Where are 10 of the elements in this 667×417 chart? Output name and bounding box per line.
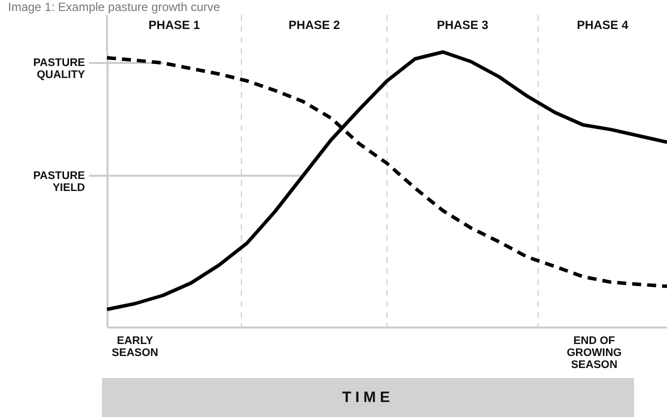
text: END OF GROWING SEASON	[566, 335, 622, 371]
text: PHASE 2	[288, 18, 340, 32]
chart-title: Image 1: Example pasture growth curve	[8, 0, 220, 14]
text: EARLY SEASON	[112, 335, 158, 359]
text: PHASE 4	[576, 18, 629, 32]
text: PHASE 1	[148, 18, 200, 32]
text: PHASE 3	[436, 18, 489, 32]
text: PASTURE YIELD	[33, 170, 86, 194]
text: PASTURE QUALITY	[33, 57, 86, 81]
x-axis-title: TIME	[102, 378, 634, 417]
